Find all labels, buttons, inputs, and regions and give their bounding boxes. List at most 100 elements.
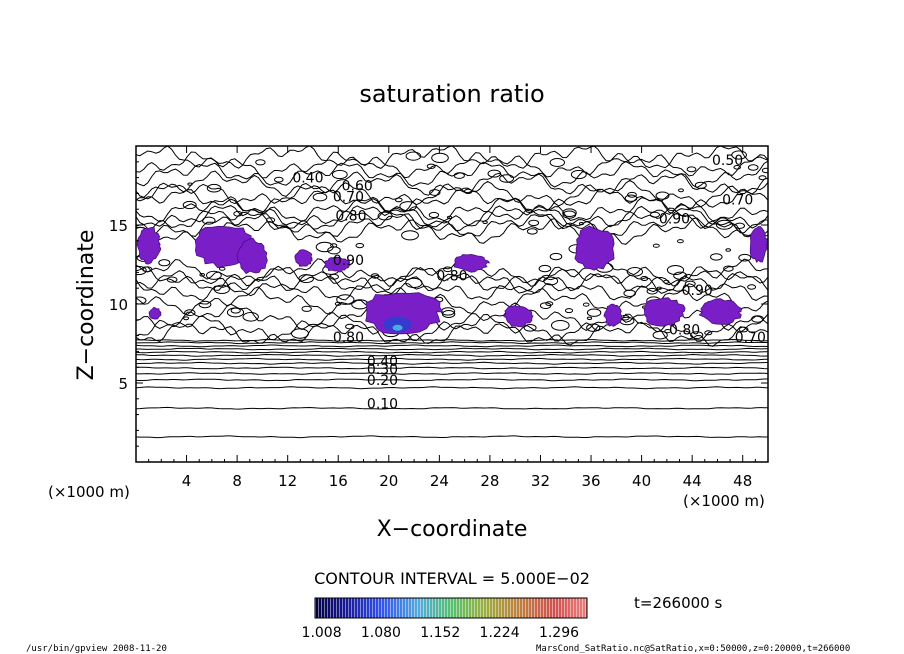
contour-loop [405, 277, 423, 288]
contour-loop [206, 183, 222, 193]
contour-loop [528, 219, 540, 227]
contour-loop [431, 152, 449, 163]
contour-loop [656, 286, 662, 290]
contour-loop [673, 271, 688, 280]
contour-loop [291, 328, 309, 339]
contour-loop [198, 300, 212, 309]
contour-loop [738, 326, 749, 333]
x-unit-right: (×1000 m) [683, 492, 765, 510]
contour-loop [370, 273, 380, 279]
colorbar: 1.008 1.080 1.152 1.224 1.296 [302, 597, 588, 641]
contour-loop [183, 316, 190, 321]
contour-loop [666, 265, 685, 275]
contour-loop [545, 301, 554, 307]
contour-loop [226, 307, 245, 318]
contour-line [136, 286, 768, 316]
contour-loop [463, 188, 473, 194]
contour-lines [136, 146, 768, 439]
contour-loop [312, 192, 328, 202]
contour-loop [624, 194, 638, 202]
x-tick-label: 8 [232, 472, 242, 490]
contour-loop [747, 284, 757, 290]
x-tick-label: 40 [632, 472, 651, 490]
supersaturated-region [698, 298, 743, 325]
contour-loop [640, 276, 649, 281]
contour-labels: 0.100.200.300.400.500.40 0.600.70 0.700.80… [292, 153, 766, 412]
contour-label: 0.90 [333, 253, 364, 269]
y-tick-label: 15 [109, 217, 128, 235]
contour-loop [301, 305, 312, 312]
contour-line [136, 406, 768, 410]
contour-loop [690, 331, 704, 340]
contour-loop [678, 188, 684, 193]
contour-loop [623, 289, 637, 297]
contour-line [136, 344, 768, 348]
x-tick-label: 44 [683, 472, 702, 490]
supersaturated-core-peak [392, 324, 403, 331]
contour-loop [734, 222, 745, 230]
supersaturated-region [749, 226, 768, 264]
contour-loop [627, 191, 637, 198]
contour-line [136, 313, 768, 342]
contour-label: 0.90 [659, 212, 690, 228]
contour-label: 0.40 [292, 171, 323, 187]
contour-loop [738, 253, 752, 262]
supersaturated-region [603, 303, 623, 327]
y-axis-label: Z−coordinate [74, 230, 99, 381]
contour-loop [677, 239, 684, 244]
colorbar-tick-label: 1.008 [302, 625, 342, 641]
x-tick-label: 28 [480, 472, 499, 490]
contour-loop [184, 309, 196, 317]
contour-loop [578, 222, 584, 226]
contour-loop [543, 276, 559, 286]
contour-loop [218, 266, 226, 271]
x-tick-label: 36 [581, 472, 600, 490]
x-tick-label: 48 [733, 472, 752, 490]
supersaturated-region [148, 306, 162, 320]
supersaturated-region [574, 225, 615, 271]
contour-loop [213, 284, 230, 294]
contour-loop [564, 308, 574, 314]
contour-loop [731, 150, 747, 160]
contour-line [136, 366, 768, 370]
contour-loop [331, 169, 348, 180]
contour-loop [336, 294, 355, 305]
contour-loop [538, 264, 552, 273]
contour-loop [652, 243, 660, 248]
contour-loop [684, 280, 696, 288]
contour-loop [733, 165, 742, 170]
contour-line [136, 353, 768, 357]
contour-loop [551, 320, 570, 331]
colorbar-frame [314, 597, 588, 619]
contour-line [136, 361, 768, 365]
contour-line [136, 341, 768, 345]
contour-loop [426, 163, 436, 170]
colorbar-stripes [315, 598, 587, 618]
supersaturated-region [136, 226, 162, 265]
contour-loop [405, 151, 422, 161]
x-axis-label: X−coordinate [377, 517, 528, 542]
contour-loop [652, 330, 668, 340]
contour-loop [453, 172, 465, 179]
contour-loop [704, 330, 713, 336]
contour-loop [758, 175, 767, 181]
contour-line [136, 151, 768, 179]
supersaturated-region [294, 249, 313, 267]
contour-label: 0.90 [682, 283, 713, 299]
contour-label: 0.10 [367, 397, 398, 413]
contour-loop [230, 307, 241, 314]
x-tick-label: 16 [329, 472, 348, 490]
contour-loop [274, 176, 284, 183]
contour-loop [266, 217, 276, 223]
contour-loop [394, 197, 403, 203]
supersaturated-core [383, 316, 412, 333]
contour-label: 0.80 [436, 269, 467, 285]
x-tick-label: 12 [278, 472, 297, 490]
supersaturated-region [643, 297, 686, 327]
contour-loop [330, 243, 338, 248]
contour-loop [562, 208, 577, 217]
y-tick-label: 5 [118, 375, 128, 393]
contour-loop [255, 159, 266, 166]
x-unit-left: (×1000 m) [48, 483, 130, 501]
